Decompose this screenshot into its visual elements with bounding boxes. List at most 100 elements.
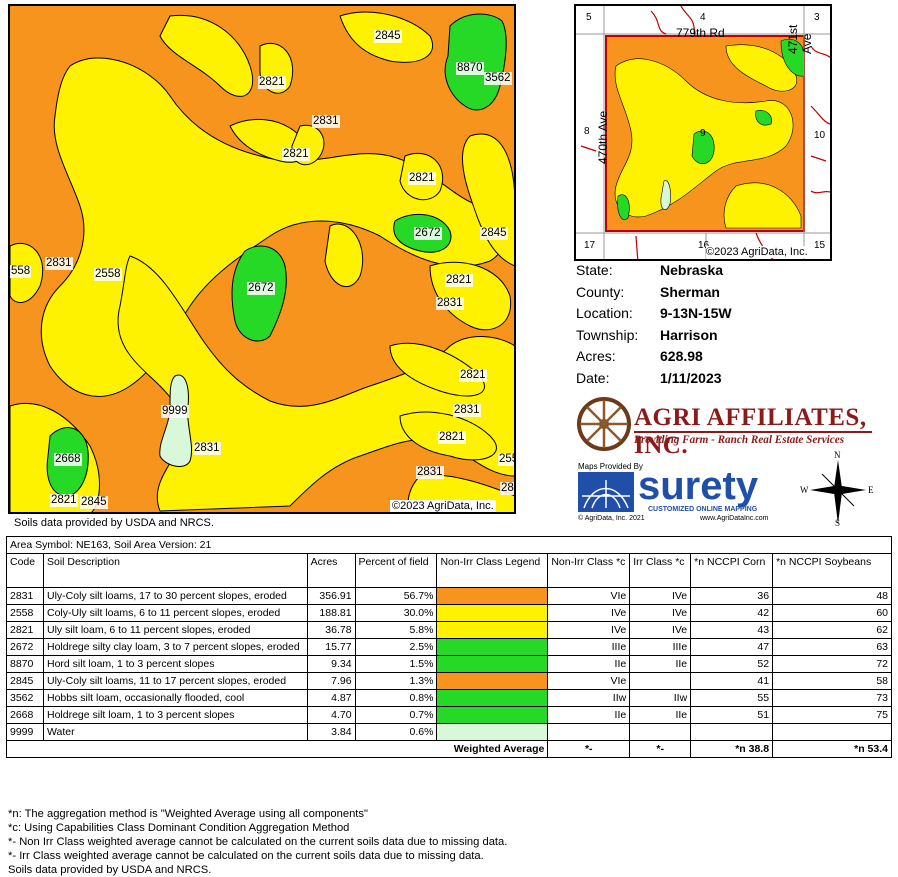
cell-acres: 36.78 bbox=[306, 621, 356, 639]
cell-code: 2672 bbox=[6, 638, 44, 656]
cell-soy: 75 bbox=[772, 706, 892, 724]
info-township-value: Harrison bbox=[660, 327, 718, 343]
road-470th-ave: 470th Ave bbox=[596, 110, 610, 164]
cell-irr bbox=[629, 672, 692, 690]
section-5: 5 bbox=[586, 12, 592, 23]
soil-map[interactable]: 2845 8870 3562 2821 2831 2821 2821 2672 … bbox=[8, 4, 516, 514]
header-acres: Acres bbox=[306, 553, 356, 588]
inset-copyright: ©2023 AgriData, Inc. bbox=[706, 246, 808, 258]
section-15: 15 bbox=[814, 240, 826, 251]
table-row: 2831 Uly-Coly silt loams, 17 to 30 percen… bbox=[6, 587, 892, 605]
cell-legend-swatch bbox=[436, 621, 549, 639]
map-label-2831: 2831 bbox=[45, 257, 73, 270]
cell-description: Holdrege silty clay loam, 3 to 7 percent… bbox=[42, 638, 308, 656]
surety-globe-icon bbox=[578, 472, 634, 512]
wagon-wheel-icon bbox=[577, 397, 631, 451]
map-label-8870: 8870 bbox=[456, 62, 484, 75]
map-label-2821: 2821 bbox=[408, 172, 436, 185]
map-label-2831: 2831 bbox=[193, 442, 221, 455]
cell-percent: 2.5% bbox=[354, 638, 438, 656]
compass-n: N bbox=[834, 450, 841, 460]
section-3: 3 bbox=[814, 12, 820, 23]
info-date-value: 1/11/2023 bbox=[660, 370, 722, 386]
footnote-nonirr: *- Non Irr Class weighted average cannot… bbox=[8, 836, 508, 848]
weighted-soy: *n 53.4 bbox=[772, 740, 892, 758]
cell-legend-swatch bbox=[436, 706, 549, 724]
cell-nonirr: VIe bbox=[547, 587, 631, 605]
weighted-corn: *n 38.8 bbox=[690, 740, 774, 758]
cell-percent: 1.3% bbox=[354, 672, 438, 690]
cell-acres: 4.87 bbox=[306, 689, 356, 707]
cell-soy: 48 bbox=[772, 587, 892, 605]
cell-percent: 0.6% bbox=[354, 723, 438, 741]
map-label-2821: 2821 bbox=[50, 494, 78, 507]
maps-provided-by: Maps Provided By bbox=[578, 462, 643, 471]
cell-description: Uly-Coly silt loams, 17 to 30 percent sl… bbox=[42, 587, 308, 605]
map-label-255: 255 bbox=[498, 453, 514, 466]
cell-irr: IIw bbox=[629, 689, 692, 707]
info-county: County: Sherman bbox=[576, 284, 720, 300]
map-label-2821: 2821 bbox=[438, 431, 466, 444]
table-row: 8870 Hord silt loam, 1 to 3 percent slope… bbox=[6, 655, 892, 673]
cell-percent: 0.8% bbox=[354, 689, 438, 707]
cell-legend-swatch bbox=[436, 655, 549, 673]
info-location: Location: 9-13N-15W bbox=[576, 305, 732, 321]
cell-percent: 30.0% bbox=[354, 604, 438, 622]
map-label-2672: 2672 bbox=[414, 227, 442, 240]
compass-e: E bbox=[868, 485, 874, 495]
cell-code: 2558 bbox=[6, 604, 44, 622]
compass-s: S bbox=[835, 518, 841, 528]
cell-percent: 56.7% bbox=[354, 587, 438, 605]
location-inset-map[interactable]: 5 4 3 779th Rd 471st Ave 470th Ave 8 9 1… bbox=[574, 4, 832, 261]
map-label-2831: 2831 bbox=[436, 297, 464, 310]
section-8: 8 bbox=[584, 126, 590, 137]
surety-logo: surety bbox=[638, 464, 759, 508]
map-label-9999: 9999 bbox=[161, 405, 189, 418]
info-township: Township: Harrison bbox=[576, 327, 718, 343]
cell-code: 3562 bbox=[6, 689, 44, 707]
cell-nonirr: IVe bbox=[547, 621, 631, 639]
cell-corn: 52 bbox=[690, 655, 774, 673]
table-row: 2821 Uly silt loam, 6 to 11 percent slope… bbox=[6, 621, 892, 639]
cell-acres: 188.81 bbox=[306, 604, 356, 622]
cell-soy: 72 bbox=[772, 655, 892, 673]
info-acres: Acres: 628.98 bbox=[576, 348, 703, 364]
cell-soy bbox=[772, 723, 892, 741]
header-soy: *n NCCPI Soybeans bbox=[772, 553, 892, 588]
section-4: 4 bbox=[700, 12, 706, 23]
cell-percent: 1.5% bbox=[354, 655, 438, 673]
surety-copyright: © AgriData, Inc. 2021 bbox=[578, 515, 645, 522]
cell-acres: 9.34 bbox=[306, 655, 356, 673]
cell-legend-swatch bbox=[436, 689, 549, 707]
cell-corn: 42 bbox=[690, 604, 774, 622]
map-source-note: Soils data provided by USDA and NRCS. bbox=[14, 517, 214, 529]
cell-legend-swatch bbox=[436, 723, 549, 741]
cell-percent: 5.8% bbox=[354, 621, 438, 639]
info-date-label: Date: bbox=[576, 370, 610, 386]
cell-nonirr: IIIe bbox=[547, 638, 631, 656]
cell-soy: 73 bbox=[772, 689, 892, 707]
cell-acres: 15.77 bbox=[306, 638, 356, 656]
cell-irr: IVe bbox=[629, 604, 692, 622]
map-label-284: 284 bbox=[500, 482, 514, 495]
cell-nonirr: IIe bbox=[547, 706, 631, 724]
road-779th-rd: 779th Rd bbox=[676, 26, 725, 40]
cell-acres: 7.96 bbox=[306, 672, 356, 690]
table-row: 2845 Uly-Coly silt loams, 11 to 17 percen… bbox=[6, 672, 892, 690]
header-code: Code bbox=[6, 553, 44, 588]
inset-graphics bbox=[576, 6, 830, 259]
map-label-2845: 2845 bbox=[480, 227, 508, 240]
header-legend: Non-Irr Class Legend bbox=[436, 553, 549, 588]
map-label-2821: 2821 bbox=[282, 148, 310, 161]
table-row: 3562 Hobbs silt loam, occasionally floode… bbox=[6, 689, 892, 707]
cell-corn: 41 bbox=[690, 672, 774, 690]
info-acres-label: Acres: bbox=[576, 348, 616, 364]
cell-description: Hord silt loam, 1 to 3 percent slopes bbox=[42, 655, 308, 673]
map-label-2831: 2831 bbox=[312, 115, 340, 128]
map-label-558: 558 bbox=[10, 265, 32, 278]
cell-code: 2831 bbox=[6, 587, 44, 605]
cell-code: 9999 bbox=[6, 723, 44, 741]
cell-legend-swatch bbox=[436, 587, 549, 605]
cell-irr: IVe bbox=[629, 621, 692, 639]
table-title: Area Symbol: NE163, Soil Area Version: 2… bbox=[6, 536, 892, 554]
